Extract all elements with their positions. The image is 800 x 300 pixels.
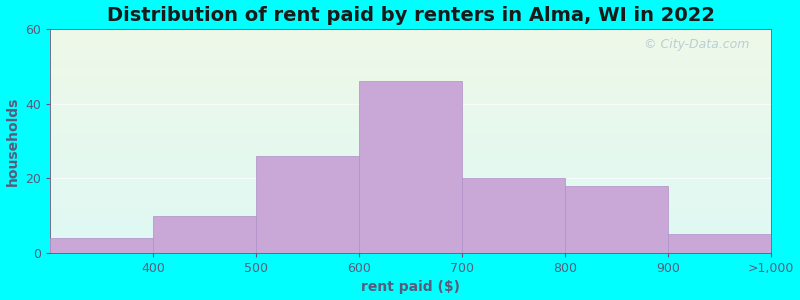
Text: © City-Data.com: © City-Data.com — [644, 38, 750, 51]
Bar — [565, 186, 668, 253]
Title: Distribution of rent paid by renters in Alma, WI in 2022: Distribution of rent paid by renters in … — [106, 6, 714, 25]
Bar — [359, 81, 462, 253]
Bar — [668, 234, 771, 253]
Bar — [462, 178, 565, 253]
Bar — [256, 156, 359, 253]
Y-axis label: households: households — [6, 96, 19, 186]
X-axis label: rent paid ($): rent paid ($) — [361, 280, 460, 294]
Bar — [50, 238, 153, 253]
Bar — [153, 215, 256, 253]
